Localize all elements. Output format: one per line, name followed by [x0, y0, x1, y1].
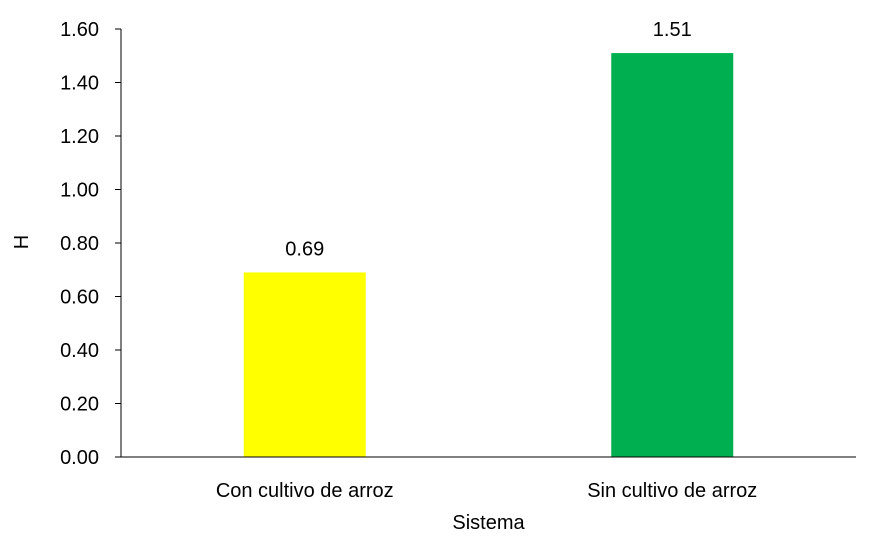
y-tick-label: 1.40: [60, 73, 99, 95]
data-label: 0.69: [285, 238, 324, 260]
data-label: 1.51: [653, 19, 692, 41]
x-axis-title: Sistema: [452, 512, 525, 534]
y-axis-title: H: [11, 235, 33, 249]
x-tick-label: Con cultivo de arroz: [216, 480, 394, 502]
x-tick-label: Sin cultivo de arroz: [587, 480, 757, 502]
y-tick-label: 1.60: [60, 19, 99, 41]
y-tick-label: 0.00: [60, 447, 99, 469]
y-tick-label: 1.00: [60, 180, 99, 202]
bar: [611, 53, 734, 457]
x-axis-ticks: Con cultivo de arroz Sin cultivo de arroz: [216, 480, 757, 502]
y-tick-label: 0.20: [60, 394, 99, 416]
bars: [243, 53, 734, 457]
y-tick-label: 0.80: [60, 233, 99, 255]
y-axis-ticks: 0.00 0.20 0.40 0.60 0.80 1.00 1.20 1.40 1.60: [60, 19, 121, 469]
data-labels: 0.69 1.51: [285, 19, 691, 260]
y-tick-label: 1.20: [60, 126, 99, 148]
y-tick-label: 0.60: [60, 287, 99, 309]
bar: [243, 272, 366, 457]
y-tick-label: 0.40: [60, 340, 99, 362]
